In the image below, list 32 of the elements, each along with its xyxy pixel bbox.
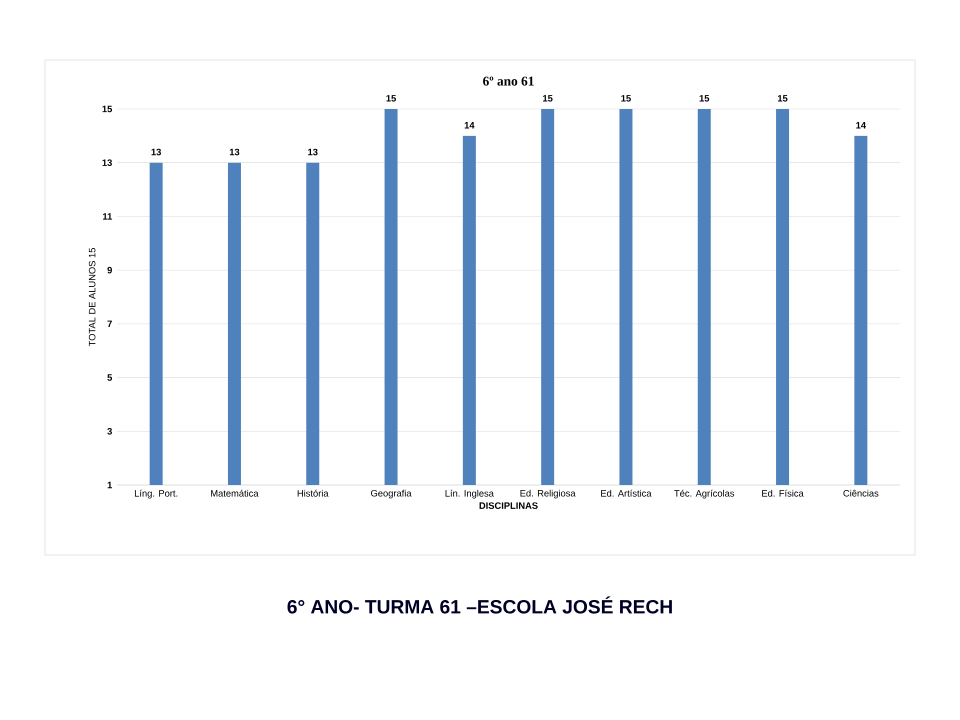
y-tick-label: 15 (102, 106, 112, 112)
y-axis-title: TOTAL DE ALUNOS 15 (88, 248, 96, 346)
y-tick-label: 9 (107, 266, 112, 274)
x-tick-label: Matemática (211, 490, 259, 497)
data-label: 13 (308, 148, 318, 156)
data-label: 15 (386, 95, 396, 102)
data-label: 13 (230, 148, 240, 156)
data-label: 15 (543, 95, 553, 102)
x-tick-label: Líng. Port. (134, 490, 178, 499)
y-tick-label: 11 (103, 213, 112, 220)
x-tick-label: Geografia (371, 490, 412, 498)
data-label: 15 (778, 95, 788, 102)
y-tick-label: 5 (107, 374, 112, 381)
x-tick-label: Ed. Religiosa (520, 490, 576, 498)
x-tick-label: Lín. Inglesa (446, 490, 494, 499)
data-label: 14 (464, 122, 474, 128)
data-label: 15 (700, 95, 710, 102)
y-tick-label: 13 (102, 159, 112, 166)
x-tick-label: História (298, 490, 329, 497)
x-tick-label: Ed. Física (762, 490, 804, 497)
y-tick-label: 3 (107, 428, 112, 435)
x-tick-label: Téc. Agrícolas (674, 490, 734, 499)
chart-title: 6º ano 61 (483, 76, 534, 86)
x-tick-label: Ed. Artística (601, 490, 652, 497)
y-tick-label: 7 (108, 320, 112, 328)
data-label: 15 (621, 95, 631, 102)
x-axis-title: DISCIPLINAS (480, 502, 538, 509)
data-label: 13 (152, 148, 162, 156)
x-tick-label: Ciências (843, 490, 878, 497)
data-label: 14 (856, 122, 866, 128)
y-tick-label: 1 (108, 482, 112, 488)
text: 6° ANO- TURMA 61 –ESCOLA JOSÉ RECH (288, 596, 672, 614)
